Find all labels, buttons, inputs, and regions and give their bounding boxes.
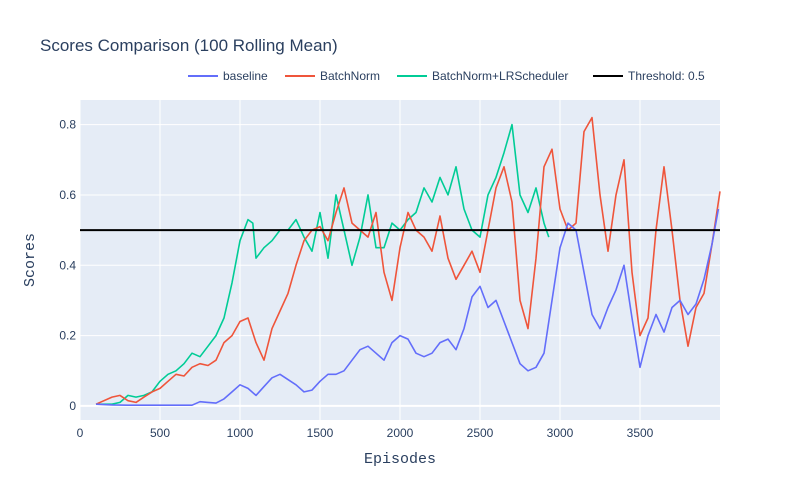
y-tick-label: 0.6: [59, 188, 76, 202]
series-layer: [80, 116, 721, 407]
legend-label: Threshold: 0.5: [628, 69, 705, 83]
y-axis-ticks: 0 0.2 0.4 0.6 0.8: [59, 118, 76, 413]
x-axis-title: Episodes: [364, 451, 436, 468]
y-axis-title: Scores: [22, 233, 39, 287]
x-tick-label: 0: [77, 426, 84, 440]
series-line-batchnorm: [95, 116, 721, 405]
legend-label: BatchNorm: [320, 69, 380, 83]
x-tick-label: 500: [150, 426, 170, 440]
legend-item-batchnorm-lrscheduler[interactable]: BatchNorm+LRScheduler: [397, 69, 568, 83]
y-tick-label: 0: [69, 399, 76, 413]
x-tick-label: 3500: [627, 426, 654, 440]
legend[interactable]: baseline BatchNorm BatchNorm+LRScheduler Th…: [188, 69, 705, 83]
series-line-baseline: [95, 208, 720, 407]
x-tick-label: 1500: [307, 426, 334, 440]
x-tick-label: 1000: [227, 426, 254, 440]
chart-title: Scores Comparison (100 Rolling Mean): [40, 36, 338, 55]
x-tick-label: 3000: [547, 426, 574, 440]
legend-item-threshold-0-5[interactable]: Threshold: 0.5: [593, 69, 705, 83]
legend-label: BatchNorm+LRScheduler: [432, 69, 568, 83]
legend-label: baseline: [223, 69, 268, 83]
x-tick-label: 2500: [467, 426, 494, 440]
y-tick-label: 0.4: [59, 258, 76, 272]
y-tick-label: 0.8: [59, 118, 76, 132]
x-axis-ticks: 0 500 1000 1500 2000 2500 3000 3500: [77, 426, 654, 440]
legend-item-batchnorm[interactable]: BatchNorm: [285, 69, 380, 83]
series-line-batchnorm-lrscheduler: [96, 123, 550, 406]
x-tick-label: 2000: [387, 426, 414, 440]
y-tick-label: 0.2: [59, 329, 76, 343]
legend-item-baseline[interactable]: baseline: [188, 69, 268, 83]
